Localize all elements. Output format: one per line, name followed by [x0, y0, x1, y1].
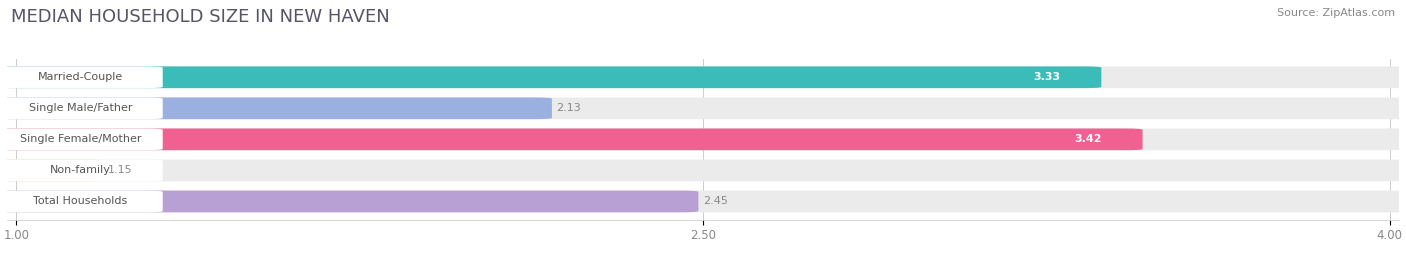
FancyBboxPatch shape	[0, 66, 1101, 88]
FancyBboxPatch shape	[0, 98, 163, 119]
Text: Married-Couple: Married-Couple	[38, 72, 122, 82]
FancyBboxPatch shape	[0, 128, 1406, 150]
FancyBboxPatch shape	[0, 159, 163, 181]
Text: Source: ZipAtlas.com: Source: ZipAtlas.com	[1277, 8, 1395, 18]
Text: Total Households: Total Households	[34, 196, 128, 206]
FancyBboxPatch shape	[0, 159, 1406, 181]
Text: 3.33: 3.33	[1033, 72, 1060, 82]
Text: Non-family: Non-family	[49, 165, 111, 175]
FancyBboxPatch shape	[0, 98, 553, 119]
FancyBboxPatch shape	[0, 66, 1406, 88]
Text: 1.15: 1.15	[108, 165, 132, 175]
Text: Single Male/Father: Single Male/Father	[28, 103, 132, 113]
FancyBboxPatch shape	[0, 66, 163, 88]
FancyBboxPatch shape	[0, 128, 1143, 150]
FancyBboxPatch shape	[0, 191, 1406, 212]
Text: 3.42: 3.42	[1074, 134, 1101, 144]
Text: MEDIAN HOUSEHOLD SIZE IN NEW HAVEN: MEDIAN HOUSEHOLD SIZE IN NEW HAVEN	[11, 8, 389, 26]
FancyBboxPatch shape	[0, 191, 699, 212]
FancyBboxPatch shape	[0, 159, 103, 181]
Text: Single Female/Mother: Single Female/Mother	[20, 134, 141, 144]
Text: 2.13: 2.13	[557, 103, 581, 113]
FancyBboxPatch shape	[0, 128, 163, 150]
Text: 2.45: 2.45	[703, 196, 728, 206]
FancyBboxPatch shape	[0, 191, 163, 212]
FancyBboxPatch shape	[0, 98, 1406, 119]
